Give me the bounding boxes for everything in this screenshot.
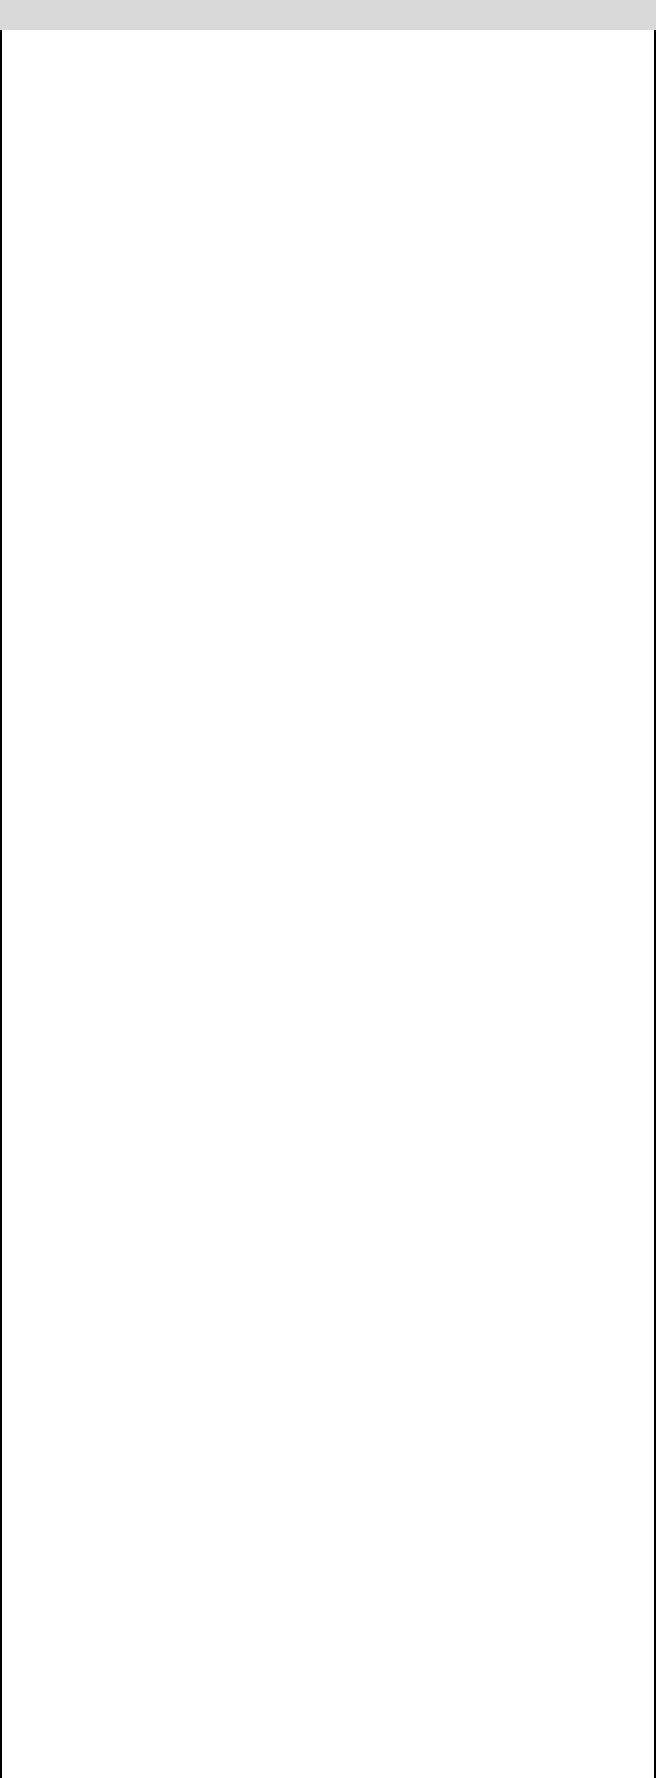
trace-panel	[0, 30, 656, 1778]
event-header	[0, 0, 656, 30]
